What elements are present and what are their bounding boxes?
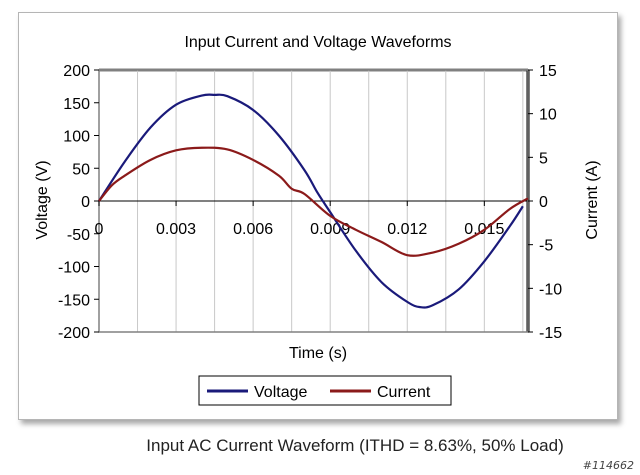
x-tick-label: 0.012 — [387, 221, 427, 238]
y2-tick-label: 5 — [539, 150, 548, 167]
y-tick-label: -50 — [67, 227, 90, 244]
y2-tick-label: -5 — [539, 238, 553, 255]
series — [98, 93, 529, 309]
y2-tick-label: 10 — [539, 107, 557, 124]
y2-axis-ticks: 15 10 5 0 -5 -10 -15 — [528, 63, 562, 342]
x-tick-label: 0.003 — [156, 221, 196, 238]
y-tick-label: 200 — [63, 63, 90, 80]
y-tick-label: -150 — [58, 292, 90, 309]
legend-label: Current — [377, 384, 431, 401]
y-tick-label: 150 — [63, 96, 90, 113]
chart-frame — [18, 12, 618, 420]
y-axis-ticks: 200 150 100 50 0 -50 -100 -150 -200 — [58, 63, 99, 342]
x-axis-label: Time (s) — [289, 345, 347, 362]
y-tick-label: -100 — [58, 260, 90, 277]
y-tick-label: 50 — [72, 161, 90, 178]
y2-tick-label: 15 — [539, 63, 557, 80]
y-tick-label: 0 — [81, 194, 90, 211]
y-tick-label: 100 — [63, 129, 90, 146]
x-tick-label: 0.006 — [233, 221, 273, 238]
y2-tick-label: -15 — [539, 325, 562, 342]
x-axis-ticks: 0 0.003 0.006 0.009 0.012 0.015 — [95, 201, 504, 238]
series-line-current — [98, 146, 529, 257]
y2-tick-label: 0 — [539, 194, 548, 211]
watermark: #114662 — [582, 459, 634, 472]
chart-title: Input Current and Voltage Waveforms — [184, 34, 451, 51]
series-line-voltage — [98, 93, 524, 309]
y2-tick-label: -10 — [539, 281, 562, 298]
x-tick-label: 0 — [95, 221, 104, 238]
x-tick-label: 0.009 — [310, 221, 350, 238]
legend-label: Voltage — [254, 384, 307, 401]
y2-axis-label: Current (A) — [584, 160, 601, 239]
caption: Input AC Current Waveform (ITHD = 8.63%,… — [146, 436, 564, 455]
y-axis-label: Voltage (V) — [34, 160, 51, 239]
legend: Voltage Current — [198, 375, 452, 406]
y-tick-label: -200 — [58, 325, 90, 342]
